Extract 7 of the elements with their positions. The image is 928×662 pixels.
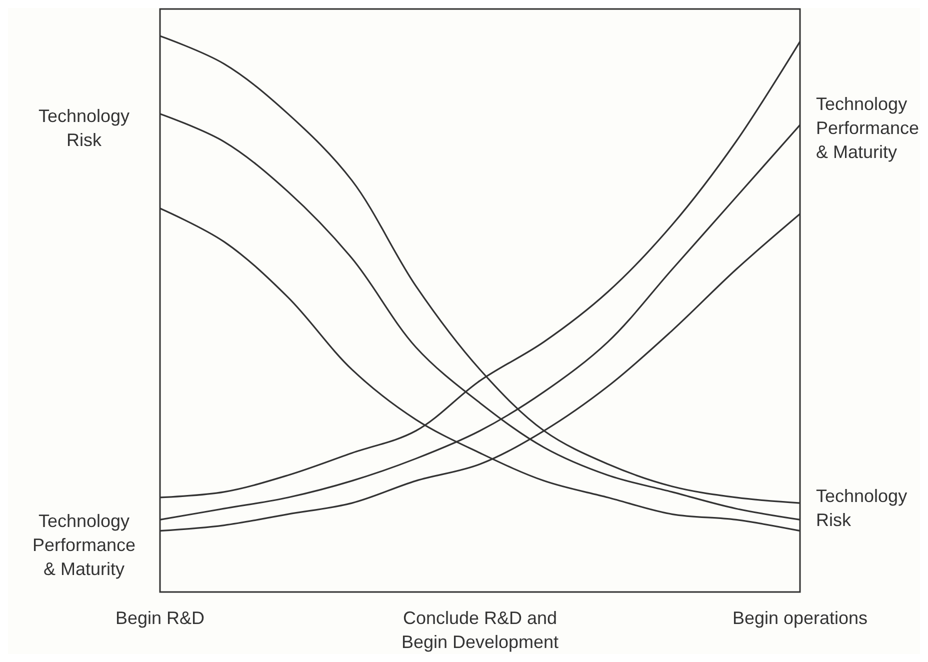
x-tick-label: Begin operations — [732, 608, 868, 628]
text: Technology Risk — [38, 106, 130, 150]
x-tick-label: Conclude R&D and Begin Development — [401, 608, 559, 652]
text: Technology Performance & Maturity — [32, 511, 136, 579]
text: Technology Performance & Maturity — [816, 94, 920, 162]
x-tick-label: Begin R&D — [115, 608, 205, 628]
text: Technology Risk — [816, 486, 908, 530]
